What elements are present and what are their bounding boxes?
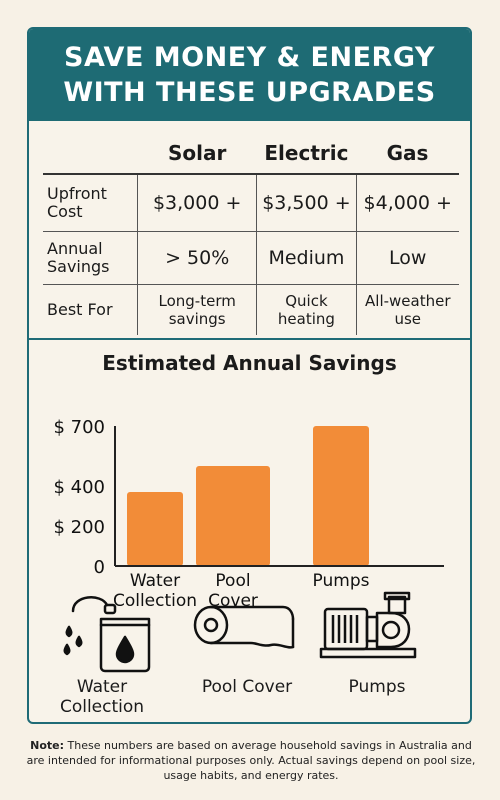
column-header-solar: Solar: [137, 133, 257, 175]
table-cell: > 50%: [136, 231, 257, 285]
table-cell: Quick heating: [256, 284, 357, 335]
water-collection-icon: [63, 596, 151, 673]
table-cell: $3,500 +: [256, 174, 357, 232]
row-label-upfront-cost: Upfront Cost: [43, 174, 138, 232]
table-row: Best For Long-term savings Quick heating…: [43, 284, 459, 335]
table-cell: Low: [355, 231, 459, 285]
row-label-best-for: Best For: [47, 300, 113, 319]
table-cell: $4,000 +: [355, 174, 459, 232]
bar-0: [127, 492, 183, 566]
infographic-card: SAVE MONEY & ENERGY WITH THESE UPGRADES …: [27, 27, 472, 724]
table-corner: [43, 133, 138, 175]
row-label-annual-savings: Annual Savings: [43, 231, 138, 285]
comparison-table: Solar Electric Gas Upfront Cost $3,000 +…: [43, 133, 459, 335]
table-cell: Long-term savings: [136, 284, 257, 335]
table-cell: All-weather use: [355, 284, 459, 335]
bar-1: [196, 466, 270, 566]
table-row: Upfront Cost $3,000 + $3,500 + $4,000 +: [43, 174, 459, 232]
x-tick-label: Pumps: [313, 571, 370, 591]
note-prefix: Note:: [30, 739, 65, 752]
bar-2: [313, 426, 369, 566]
footnote: Note: These numbers are based on average…: [25, 738, 477, 783]
y-tick-label: $ 400: [53, 477, 105, 498]
pool-cover-icon: [193, 605, 295, 649]
y-tick-label: 0: [94, 557, 105, 578]
page-title: SAVE MONEY & ENERGY WITH THESE UPGRADES: [63, 42, 436, 108]
section-divider: [29, 338, 470, 340]
x-tick-label: Water Collection: [113, 571, 197, 611]
y-tick-label: $ 700: [53, 417, 105, 438]
note-text: These numbers are based on average house…: [26, 739, 476, 782]
table-cell: Medium: [256, 231, 357, 285]
table-cell: $3,000 +: [136, 174, 257, 232]
icon-label-pool-cover: Pool Cover: [201, 677, 293, 697]
icon-label-pumps: Pumps: [348, 677, 406, 697]
column-header-electric: Electric: [256, 133, 357, 175]
icon-label-water-collection: Water Collection: [59, 677, 145, 717]
pump-icon: [319, 591, 417, 659]
column-header-gas: Gas: [356, 133, 459, 175]
table-row: Annual Savings > 50% Medium Low: [43, 231, 459, 285]
chart-title: Estimated Annual Savings: [102, 351, 397, 375]
y-tick-label: $ 200: [53, 517, 105, 538]
header-banner: SAVE MONEY & ENERGY WITH THESE UPGRADES: [29, 29, 470, 121]
